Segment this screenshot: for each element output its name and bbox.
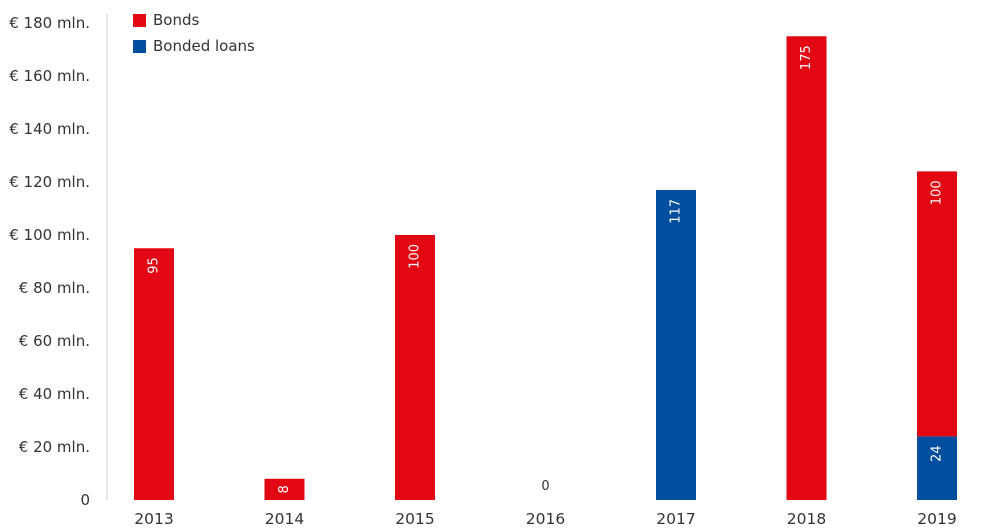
bar-bonds: [264, 478, 305, 500]
data-label: 95: [147, 257, 162, 274]
x-tick-label: 2015: [395, 510, 434, 528]
legend: Bonds Bonded loans: [133, 11, 255, 55]
y-tick-label: 0: [80, 491, 90, 509]
bar-bonds: [917, 171, 957, 437]
y-tick-label: € 80 mln.: [19, 279, 90, 297]
data-label: 0: [541, 479, 549, 494]
legend-label: Bonded loans: [153, 37, 255, 55]
x-tick-label: 2019: [917, 510, 956, 528]
y-tick-label: € 180 mln.: [9, 14, 90, 32]
legend-label: Bonds: [153, 11, 199, 29]
x-tick-label: 2017: [656, 510, 695, 528]
bar-bonds: [395, 235, 435, 500]
y-tick-label: € 140 mln.: [9, 120, 90, 138]
bar-bonded-loans: [917, 436, 957, 500]
legend-swatch: [133, 40, 146, 53]
bar-bonded-loans: [656, 189, 696, 500]
x-tick-label: 2018: [787, 510, 826, 528]
data-label: 24: [930, 445, 945, 462]
y-axis-ticks: 0 € 20 mln. € 40 mln. € 60 mln. € 80 mln. € 1…: [9, 14, 90, 509]
data-label: 175: [799, 45, 814, 70]
y-tick-label: € 100 mln.: [9, 226, 90, 244]
bars-group: [134, 36, 957, 500]
data-label: 8: [277, 485, 292, 493]
y-tick-label: € 60 mln.: [19, 332, 90, 350]
y-tick-label: € 160 mln.: [9, 67, 90, 85]
x-tick-label: 2016: [526, 510, 565, 528]
y-tick-label: € 40 mln.: [19, 385, 90, 403]
data-label: 100: [408, 244, 423, 269]
x-tick-label: 2014: [265, 510, 304, 528]
bar-bonds: [134, 248, 174, 500]
data-labels-group: 95 8 100 0 117 175 24 100: [147, 45, 945, 494]
legend-swatch: [133, 14, 146, 27]
bar-bonds: [786, 36, 827, 500]
x-tick-label: 2013: [134, 510, 173, 528]
data-label: 100: [930, 180, 945, 205]
data-label: 117: [669, 199, 684, 224]
x-axis-ticks: 2013 2014 2015 2016 2017 2018 2019: [134, 510, 956, 528]
y-tick-label: € 20 mln.: [19, 438, 90, 456]
y-tick-label: € 120 mln.: [9, 173, 90, 191]
